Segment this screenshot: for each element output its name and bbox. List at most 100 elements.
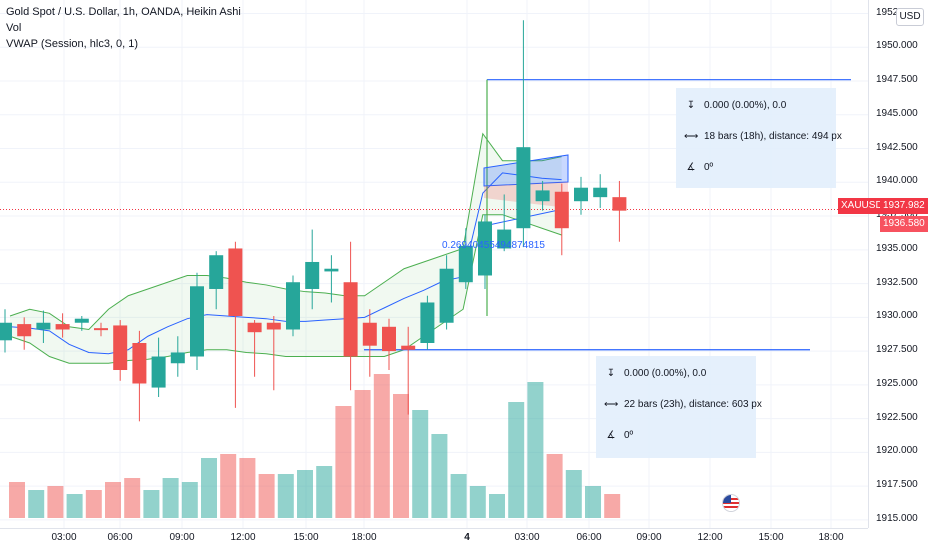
candle-body: [286, 282, 300, 330]
fib-annotation[interactable]: 0.26940455494874815: [442, 240, 545, 251]
price-range-icon: ↧: [686, 100, 696, 111]
vwap-indicator-label[interactable]: VWAP (Session, hlc3, 0, 1): [6, 38, 139, 50]
price-tick: 1945.000: [876, 107, 918, 119]
volume-bar: [277, 474, 294, 518]
price-range-icon: ↧: [606, 368, 616, 379]
price-tick: 1935.000: [876, 242, 918, 254]
volume-bar: [28, 490, 45, 518]
price-tick: 1915.000: [876, 512, 918, 524]
candle-body: [612, 197, 627, 211]
candle-body: [74, 318, 89, 323]
time-tick: 09:00: [169, 532, 195, 543]
chart-legend: Gold Spot / U.S. Dollar, 1h, OANDA, Heik…: [6, 4, 241, 52]
time-tick: 03:00: [514, 532, 540, 543]
vwap-upper-band: [9, 132, 562, 331]
volume-bar: [316, 466, 333, 518]
volume-bar: [585, 486, 601, 518]
time-tick: 09:00: [636, 532, 662, 543]
price-tick: 1920.000: [876, 445, 918, 457]
symbol-badge: XAUUSD: [838, 198, 886, 214]
candle-body: [458, 245, 473, 283]
volume-bar: [124, 478, 141, 518]
candle-body: [439, 268, 454, 323]
price-tick: 1930.000: [876, 310, 918, 322]
price-tick: 1940.000: [876, 175, 918, 187]
candle-body: [497, 229, 512, 249]
price-tick: 1947.500: [876, 74, 918, 86]
time-tick: 12:00: [230, 532, 256, 543]
volume-bar: [9, 482, 25, 518]
volume-bar: [604, 494, 621, 518]
volume-bars: [9, 374, 621, 518]
price-tick: 1922.500: [876, 411, 918, 423]
candle-body: [17, 324, 32, 337]
time-axis[interactable]: [0, 528, 868, 551]
candle-body: [266, 322, 281, 330]
volume-bar: [66, 494, 83, 518]
time-tick: 12:00: [697, 532, 723, 543]
symbol-title[interactable]: Gold Spot / U.S. Dollar, 1h, OANDA, Heik…: [6, 6, 241, 18]
volume-bar: [546, 454, 563, 518]
candle-body: [170, 352, 185, 364]
measure-angle: 0º: [704, 162, 714, 173]
candle-body: [554, 191, 569, 229]
volume-bar: [373, 374, 390, 518]
volume-bar: [201, 458, 217, 518]
time-tick: 18:00: [818, 532, 844, 543]
volume-bar: [431, 434, 448, 518]
candle-body: [516, 147, 531, 229]
volume-bar: [335, 406, 352, 518]
last-price-badge: 1937.982: [880, 198, 928, 214]
volume-bar: [143, 490, 160, 518]
volume-bar: [393, 394, 409, 518]
candle-body: [324, 268, 339, 272]
candle-body: [593, 187, 608, 198]
time-tick: 18:00: [351, 532, 377, 543]
measure-angle: 0º: [624, 430, 634, 441]
candle-body: [420, 302, 435, 343]
volume-bar: [354, 390, 371, 518]
candles[interactable]: [0, 20, 627, 422]
candle-body: [362, 322, 377, 346]
candle-body: [151, 356, 166, 388]
volume-bar: [239, 458, 256, 518]
price-tick: 1925.000: [876, 377, 918, 389]
candle-body: [190, 286, 204, 357]
candle-body: [228, 248, 243, 316]
measure-box-2[interactable]: ↧ 0.000 (0.00%), 0.0 ⟷ 22 bars (23h), dist…: [596, 356, 762, 458]
volume-bar: [489, 494, 505, 518]
measure-box-1[interactable]: ↧ 0.000 (0.00%), 0.0 ⟷ 18 bars (18h), dist…: [676, 88, 842, 188]
bars-range-icon: ⟷: [604, 399, 619, 410]
volume-bar: [181, 482, 198, 518]
currency-button[interactable]: USD: [896, 8, 924, 26]
measure-bars: 18 bars (18h), distance: 494 px: [704, 131, 842, 142]
volume-bar: [85, 490, 102, 518]
us-flag-icon[interactable]: [722, 494, 740, 512]
volume-bar: [105, 482, 121, 518]
angle-icon: ∡: [686, 162, 696, 173]
time-tick: 03:00: [51, 532, 77, 543]
candle-body: [36, 322, 51, 330]
price-tick: 1942.500: [876, 141, 918, 153]
candle-body: [132, 342, 147, 384]
candle-body: [305, 261, 320, 289]
chart-canvas[interactable]: [0, 0, 868, 528]
price-tick: 1937.500: [876, 209, 918, 221]
volume-indicator-label[interactable]: Vol: [6, 22, 22, 34]
time-tick: 15:00: [758, 532, 784, 543]
volume-bar: [565, 470, 582, 518]
candle-body: [343, 282, 358, 357]
volume-bar: [450, 474, 467, 518]
volume-bar: [220, 454, 237, 518]
volume-bar: [47, 486, 64, 518]
candle-body: [55, 324, 70, 330]
volume-bar: [527, 382, 544, 518]
candle-body: [478, 221, 492, 276]
bars-range-icon: ⟷: [684, 131, 699, 142]
price-tick: 1917.500: [876, 479, 918, 491]
price-tick: 1927.500: [876, 344, 918, 356]
price-axis[interactable]: [868, 0, 932, 528]
time-tick: 4: [464, 532, 470, 543]
time-tick: 15:00: [293, 532, 319, 543]
time-tick: 06:00: [107, 532, 133, 543]
